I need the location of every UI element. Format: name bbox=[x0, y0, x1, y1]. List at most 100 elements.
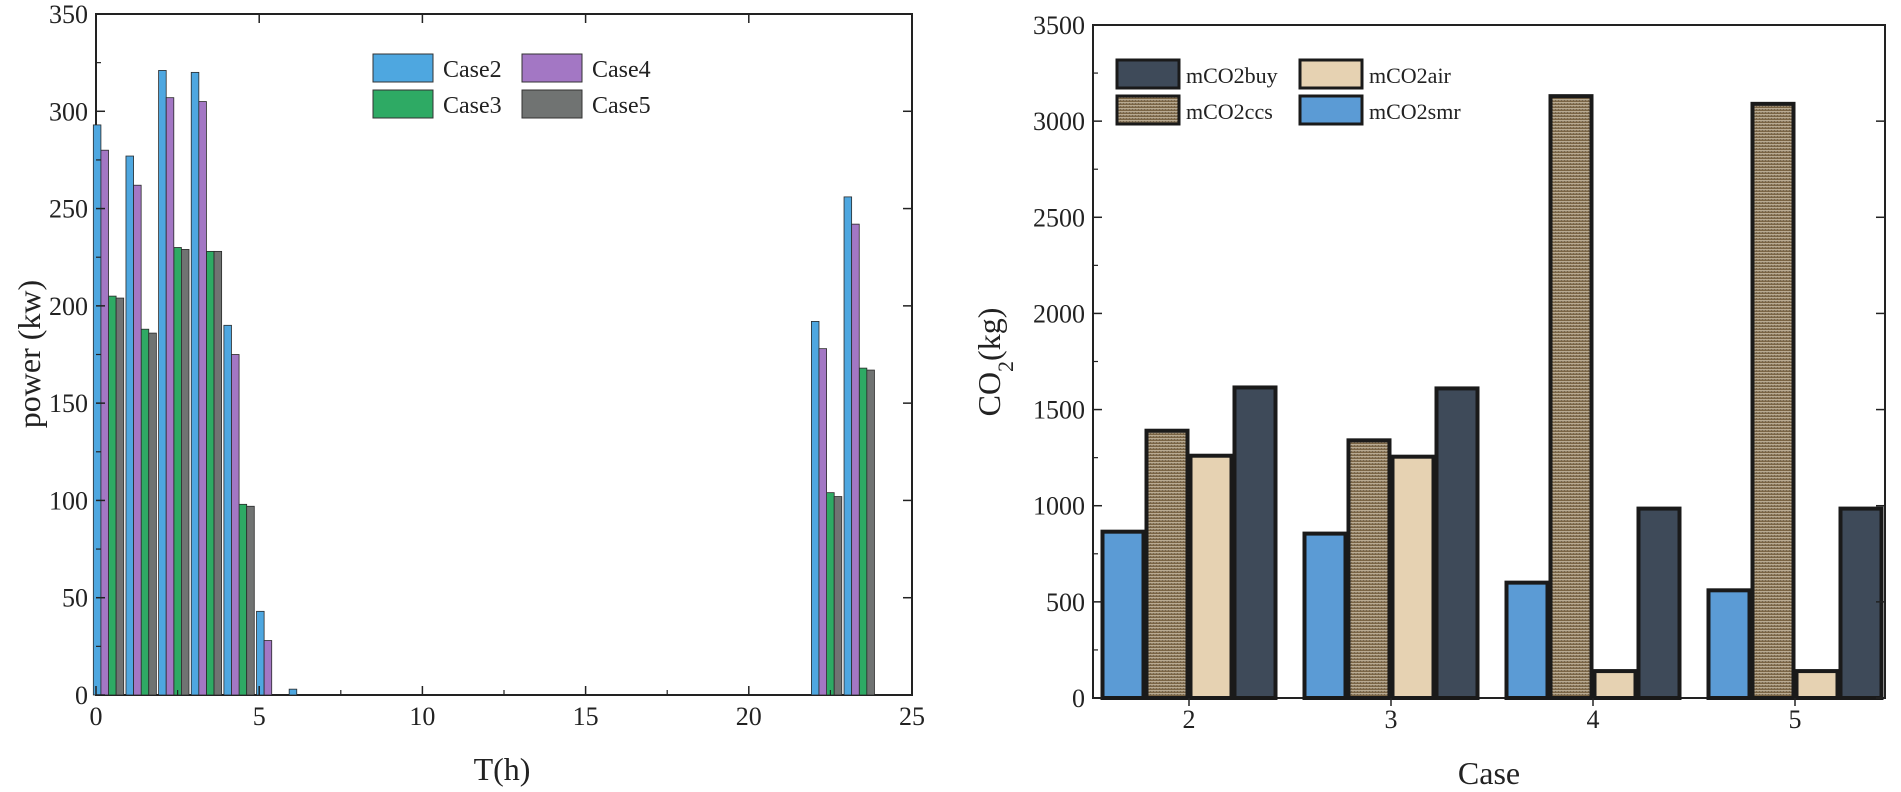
co2-bars bbox=[1100, 94, 1884, 701]
legend-label-case4: Case4 bbox=[592, 57, 651, 83]
legend-swatch-case2 bbox=[372, 53, 434, 83]
legend-swatch-case5 bbox=[521, 89, 583, 119]
co2-y-tick-label: 2000 bbox=[1033, 299, 1085, 328]
legend-label-mco2buy: mCO2buy bbox=[1186, 63, 1278, 88]
legend-swatch-mco2buy bbox=[1115, 58, 1181, 90]
bar-case2-t4 bbox=[190, 71, 200, 696]
power-y-tick-label: 350 bbox=[49, 0, 88, 29]
bar-mco2smr-case3 bbox=[1302, 531, 1348, 700]
power-y-tick-label: 150 bbox=[49, 389, 88, 418]
bar-case4-t23 bbox=[818, 348, 827, 696]
power-y-tick-label: 0 bbox=[75, 681, 88, 710]
bar-case4-t6 bbox=[263, 640, 273, 696]
legend-swatch-mco2air bbox=[1298, 58, 1364, 90]
co2-y-tick-label: 500 bbox=[1046, 588, 1085, 617]
co2-x-axis-label: Case bbox=[1458, 755, 1520, 791]
power-x-tick-label: 0 bbox=[90, 702, 103, 731]
bar-case5-t24 bbox=[866, 369, 875, 696]
co2-x-tick-label: 3 bbox=[1385, 705, 1398, 734]
power-y-tick-label: 50 bbox=[62, 584, 88, 613]
legend-label-case5: Case5 bbox=[592, 93, 651, 119]
bar-case2-t24 bbox=[843, 196, 853, 696]
co2-y-tick-label: 3500 bbox=[1033, 11, 1085, 40]
bar-mco2air-case3 bbox=[1390, 454, 1436, 700]
co2-x-tick-label: 2 bbox=[1183, 705, 1196, 734]
bar-mco2smr-case5 bbox=[1706, 588, 1752, 701]
bar-case3-t24 bbox=[858, 367, 868, 696]
bar-case5-t4 bbox=[213, 250, 223, 696]
co2-y-label-tail: (kg) bbox=[971, 308, 1007, 361]
bar-case2-t7 bbox=[288, 688, 298, 696]
power-y-tick-label: 200 bbox=[49, 292, 88, 321]
co2-y-tick-label: 1000 bbox=[1033, 492, 1085, 521]
bar-case2-t6 bbox=[256, 610, 265, 696]
bar-case5-t23 bbox=[833, 496, 843, 696]
bar-case2-t2 bbox=[125, 155, 134, 696]
bar-case3-t5 bbox=[238, 503, 248, 696]
legend-label-case2: Case2 bbox=[443, 57, 502, 83]
bar-mco2smr-case2 bbox=[1100, 529, 1146, 700]
bar-mco2buy-case2 bbox=[1232, 385, 1278, 700]
power-chart: 0 50 100 150 200 250 300 350 0 5 10 15 20 25 power (k… bbox=[11, 0, 925, 787]
power-y-tick-label: 250 bbox=[49, 195, 88, 224]
bar-case4-t1 bbox=[100, 149, 109, 696]
power-legend: Case2 Case4 Case3 Case5 bbox=[372, 53, 651, 119]
bar-case3-t4 bbox=[206, 250, 215, 696]
bar-case2-t5 bbox=[223, 324, 232, 696]
power-x-tick-label: 10 bbox=[409, 702, 435, 731]
co2-y-tick-label: 2500 bbox=[1033, 203, 1085, 232]
bar-case2-t23 bbox=[811, 321, 820, 696]
power-bars bbox=[92, 70, 875, 696]
co2-x-tick-label: 5 bbox=[1789, 705, 1802, 734]
bar-case4-t2 bbox=[133, 184, 142, 696]
bar-case4-t3 bbox=[165, 97, 175, 696]
legend-swatch-case4 bbox=[521, 53, 583, 83]
co2-legend: mCO2buy mCO2air mCO2ccs mCO2smr bbox=[1115, 58, 1461, 126]
power-x-axis-label: T(h) bbox=[474, 751, 531, 787]
bar-case3-t1 bbox=[108, 295, 117, 696]
co2-y-axis-label: CO2(kg) bbox=[971, 308, 1018, 417]
legend-label-mco2air: mCO2air bbox=[1369, 63, 1452, 88]
legend-label-case3: Case3 bbox=[443, 93, 502, 119]
bar-mco2ccs-case5 bbox=[1750, 101, 1796, 700]
bar-mco2smr-case4 bbox=[1504, 580, 1550, 701]
co2-y-label-main: CO bbox=[971, 372, 1007, 416]
power-y-tick-label: 300 bbox=[49, 97, 88, 126]
legend-swatch-case3 bbox=[372, 89, 434, 119]
legend-label-mco2smr: mCO2smr bbox=[1369, 99, 1461, 124]
bar-case4-t24 bbox=[851, 223, 860, 696]
bar-mco2buy-case4 bbox=[1636, 506, 1682, 700]
bar-mco2ccs-case4 bbox=[1548, 94, 1594, 700]
bar-mco2buy-case3 bbox=[1434, 386, 1480, 700]
bar-mco2air-case4 bbox=[1592, 669, 1638, 701]
power-x-tick-label: 25 bbox=[899, 702, 925, 731]
power-y-tick-label: 100 bbox=[49, 486, 88, 515]
bar-case5-t5 bbox=[246, 505, 255, 696]
bar-case5-t1 bbox=[115, 297, 125, 696]
power-x-tick-label: 20 bbox=[736, 702, 762, 731]
co2-axis-ticks: 2 3 4 5 0 500 1000 1500 2000 2500 3000 3500 bbox=[1033, 11, 1885, 734]
co2-y-tick-label: 0 bbox=[1072, 684, 1085, 713]
power-axis-ticks: 0 50 100 150 200 250 300 350 0 5 10 15 20 25 bbox=[49, 0, 925, 731]
co2-x-tick-label: 4 bbox=[1587, 705, 1600, 734]
bar-case3-t23 bbox=[826, 492, 835, 696]
power-x-tick-label: 15 bbox=[573, 702, 599, 731]
legend-label-mco2ccs: mCO2ccs bbox=[1186, 99, 1273, 124]
bar-case3-t3 bbox=[173, 247, 182, 696]
legend-swatch-mco2ccs bbox=[1115, 94, 1181, 126]
legend-swatch-mco2smr bbox=[1298, 94, 1364, 126]
bar-case5-t2 bbox=[148, 332, 157, 696]
bar-mco2air-case5 bbox=[1794, 669, 1840, 701]
bar-mco2buy-case5 bbox=[1838, 506, 1884, 700]
bar-case5-t3 bbox=[180, 249, 190, 696]
bar-case2-t3 bbox=[158, 70, 167, 696]
bar-case4-t4 bbox=[198, 101, 207, 696]
co2-y-tick-label: 3000 bbox=[1033, 107, 1085, 136]
bar-case4-t5 bbox=[231, 354, 240, 696]
bar-mco2air-case2 bbox=[1188, 453, 1234, 700]
bar-case3-t2 bbox=[140, 328, 150, 696]
bar-mco2ccs-case2 bbox=[1144, 428, 1190, 700]
